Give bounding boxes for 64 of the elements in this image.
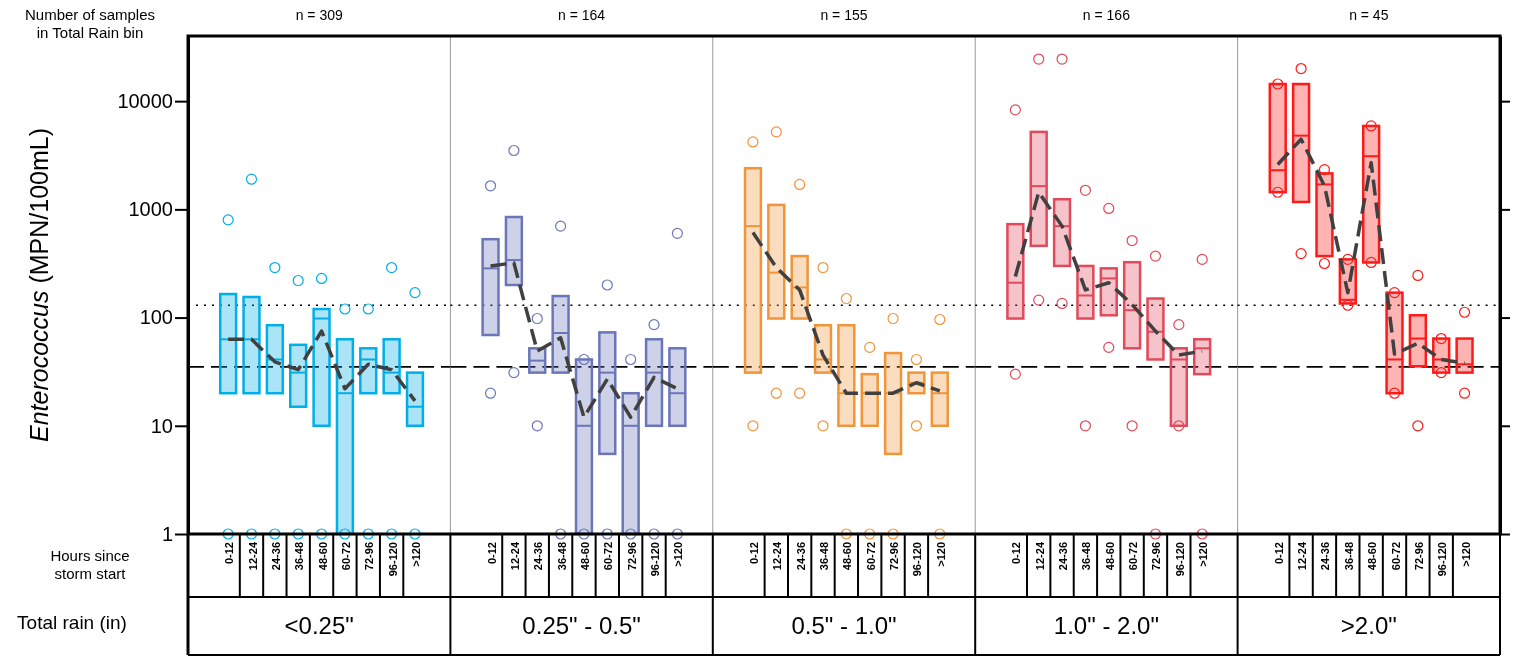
x-tick-label: 12-24 — [508, 541, 521, 571]
x-tick-label: 48-60 — [316, 542, 329, 571]
chart-title: n = 166 — [1082, 7, 1131, 23]
x-tick-label: 96-120 — [1173, 542, 1186, 577]
x-tick-label: 36-48 — [818, 542, 831, 571]
x-tick-label: 96-120 — [649, 542, 662, 577]
x-tick-label: 12-24 — [1296, 541, 1309, 571]
x-axis-title: 1.0" - 2.0" — [1053, 612, 1159, 640]
x-tick-label: 0-12 — [747, 542, 760, 565]
x-tick-label: 72-96 — [625, 542, 638, 571]
x-tick-label: 0-12 — [1272, 542, 1285, 565]
x-tick-label: 48-60 — [841, 542, 854, 571]
x-tick-label: 12-24 — [246, 541, 259, 571]
chart-title: n = 164 — [558, 7, 606, 23]
x-tick-label: 72-96 — [1150, 542, 1163, 571]
y-tick-label: 1 — [161, 522, 173, 545]
y-tick-label: 100 — [139, 306, 173, 329]
x-tick-label: 0-12 — [223, 542, 236, 565]
x-tick-label: 72-96 — [1412, 542, 1425, 571]
chart-title: n = 155 — [820, 7, 868, 23]
x-tick-label: 36-48 — [1080, 542, 1093, 571]
y-axis-title: Enterococcus (MPN/100mL) — [25, 127, 53, 443]
x-tick-label: 24-36 — [269, 542, 282, 571]
x-tick-label: 60-72 — [1127, 542, 1140, 571]
x-axis-title: 0.5" - 1.0" — [791, 612, 897, 640]
x-tick-label: 72-96 — [363, 542, 376, 571]
text: Hours since storm start — [50, 547, 130, 583]
x-tick-label: 48-60 — [578, 542, 591, 571]
x-tick-label: 48-60 — [1103, 542, 1116, 571]
x-tick-label: 60-72 — [1389, 542, 1402, 571]
x-tick-label: >120 — [1197, 542, 1210, 567]
x-tick-label: 24-36 — [1319, 542, 1332, 571]
x-tick-label: 60-72 — [602, 542, 615, 571]
x-axis-title: 0.25" - 0.5" — [522, 612, 641, 640]
x-tick-label: 36-48 — [1342, 542, 1355, 571]
x-axis-title: <0.25" — [284, 612, 354, 640]
x-tick-label: 60-72 — [864, 542, 877, 571]
text: Total rain (in) — [17, 611, 127, 633]
x-tick-label: >120 — [1459, 542, 1472, 567]
x-tick-label: 36-48 — [555, 542, 568, 571]
x-tick-label: 36-48 — [293, 542, 306, 571]
x-tick-label: 24-36 — [794, 542, 807, 571]
x-tick-label: 48-60 — [1366, 542, 1379, 571]
x-tick-label: 24-36 — [1057, 542, 1070, 571]
y-tick-label: 10 — [150, 414, 173, 437]
x-tick-label: >120 — [934, 542, 947, 567]
x-tick-label: 12-24 — [771, 541, 784, 571]
x-tick-label: 0-12 — [485, 542, 498, 565]
x-tick-label: >120 — [409, 542, 422, 567]
x-tick-label: 24-36 — [532, 542, 545, 571]
y-tick-label: 1000 — [128, 198, 173, 221]
chart-title: n = 45 — [1349, 7, 1389, 23]
x-tick-label: 0-12 — [1010, 542, 1023, 565]
x-tick-label: 96-120 — [911, 542, 924, 577]
x-axis-title: >2.0" — [1340, 612, 1397, 640]
text: Number of samples in Total Rain bin — [24, 6, 156, 42]
chart-title: n = 309 — [295, 7, 343, 23]
x-tick-label: >120 — [672, 542, 685, 567]
x-tick-label: 96-120 — [386, 542, 399, 577]
x-tick-label: 72-96 — [888, 542, 901, 571]
x-tick-label: 12-24 — [1033, 541, 1046, 571]
x-tick-label: 60-72 — [339, 542, 352, 571]
y-tick-label: 10000 — [117, 90, 173, 113]
x-tick-label: 96-120 — [1436, 542, 1449, 577]
